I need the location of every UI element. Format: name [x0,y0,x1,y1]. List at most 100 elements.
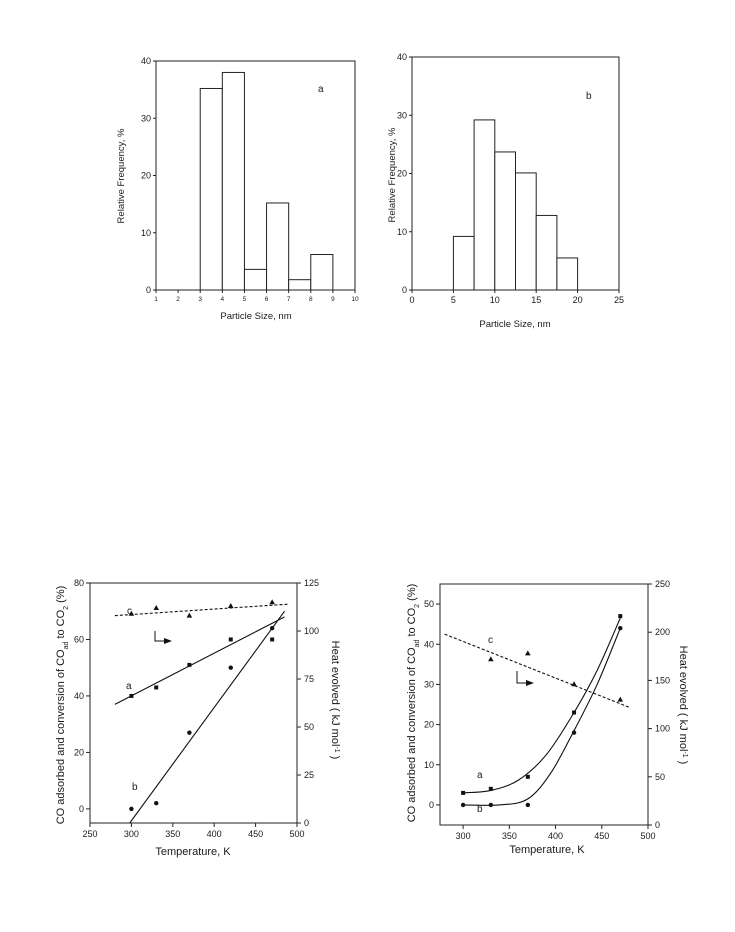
bar-b-0 [452,235,475,291]
y-axis-label-left-d: CO adsorbed and conversion of COad to CO… [406,584,421,823]
y-left-tick-label-d-0: 0 [429,800,434,810]
x-tick-label-a-10: 10 [351,296,359,303]
x-tick-label-d-300: 300 [456,831,471,841]
temperature-chart-right: Temperature, K CO adsorbed and conversio… [406,579,689,856]
series-label-c-b: b [132,782,138,793]
point-c-b-4 [269,625,275,631]
x-tick-label-c-500: 500 [289,829,304,839]
x-tick-label-a-8: 8 [309,296,313,303]
point-d-a-0 [461,790,466,795]
x-axis-label-b: Particle Size, nm [479,319,550,330]
x-tick-label-d-500: 500 [640,831,655,841]
point-d-b-0 [460,802,466,808]
point-c-b-3 [228,665,233,670]
point-c-c-1 [153,604,160,610]
x-tick-label-a-3: 3 [198,296,202,303]
temperature-chart-left: Temperature, K CO adsorbed and conversio… [55,578,341,858]
point-d-b-1 [488,802,494,808]
y-axis-label-right-d: Heat evolved ( kJ mol-1 ) [677,646,689,765]
point-d-b-3 [571,730,577,735]
point-d-a-1 [488,786,493,791]
y-right-tick-label-c-100: 100 [304,626,319,636]
y-left-tick-label-c-40: 40 [74,691,84,701]
point-c-b-0 [129,806,134,812]
y-tick-label-b-10: 10 [397,227,407,237]
y-axis-label-b: Relative Frequency, % [387,127,398,222]
point-c-a-2 [187,662,192,667]
fit-line-d-c [444,633,630,708]
y-left-tick-label-d-10: 10 [424,760,434,770]
point-c-a-3 [228,637,233,642]
y-right-tick-label-c-75: 75 [304,674,314,684]
panel-label-a: a [318,84,324,95]
x-tick-label-c-250: 250 [82,829,97,839]
series-label-d-c: c [488,635,493,646]
y-left-tick-label-c-80: 80 [74,578,84,588]
x-tick-label-b-5: 5 [451,295,456,305]
x-tick-label-a-7: 7 [287,296,291,303]
y-right-tick-label-c-25: 25 [304,770,314,780]
point-c-a-4 [270,637,275,642]
series-label-c-a: a [126,681,132,692]
x-tick-label-c-450: 450 [248,829,263,839]
x-tick-label-a-1: 1 [154,296,158,303]
y-tick-label-b-40: 40 [397,52,407,62]
y-tick-label-a-10: 10 [141,228,151,238]
x-axis-label-a: Particle Size, nm [220,311,291,322]
x-tick-label-c-300: 300 [124,829,139,839]
y-tick-label-a-20: 20 [141,171,151,181]
point-d-b-4 [618,625,623,631]
y-right-tick-label-d-0: 0 [655,820,660,830]
point-d-a-3 [572,710,577,715]
histogram-a: Relative Frequency, % Particle Size, nm … [116,56,359,322]
x-tick-label-d-350: 350 [502,831,517,841]
y-tick-label-b-0: 0 [402,285,407,295]
y-right-tick-label-d-100: 100 [655,724,670,734]
x-tick-label-c-350: 350 [165,829,180,839]
x-tick-label-a-2: 2 [176,296,180,303]
x-tick-label-a-4: 4 [221,296,225,303]
bar-b-1 [473,119,496,291]
y-axis-label-right-c: Heat evolved ( kJ mol-1 ) [329,641,341,760]
fit-line-d-b [463,627,621,806]
fit-line-c-a [114,616,285,705]
bar-a-2 [243,268,268,291]
point-d-b-2 [525,802,531,808]
x-tick-label-b-20: 20 [573,295,583,305]
y-left-tick-label-c-60: 60 [74,634,84,644]
point-c-c-3 [227,603,234,609]
point-c-b-2 [187,730,192,735]
x-tick-label-b-25: 25 [614,295,624,305]
bar-a-5 [310,254,334,291]
y-left-tick-label-d-20: 20 [424,720,434,730]
y-right-tick-label-c-125: 125 [304,578,319,588]
arrow-indicator-c [154,631,172,644]
y-left-tick-label-d-30: 30 [424,679,434,689]
y-axis-label-left-c: CO adsorbed and conversion of COad to CO… [55,586,70,825]
bar-b-2 [494,151,516,291]
y-axis-label-a: Relative Frequency, % [116,128,127,223]
y-right-tick-label-c-50: 50 [304,722,314,732]
point-d-c-2 [571,681,577,687]
x-tick-label-b-0: 0 [409,295,414,305]
bar-b-4 [535,214,558,291]
x-tick-label-c-400: 400 [207,829,222,839]
fit-line-c-b [129,610,286,823]
series-label-d-a: a [477,770,483,781]
point-d-c-3 [617,696,624,702]
point-d-c-0 [488,656,494,662]
y-right-tick-label-d-200: 200 [655,627,670,637]
y-tick-label-a-30: 30 [141,113,151,123]
plot-frame-d [439,583,649,826]
bar-a-1 [221,71,245,291]
panel-label-b: b [586,91,592,102]
y-left-tick-label-d-40: 40 [424,639,434,649]
x-tick-label-a-6: 6 [265,296,269,303]
x-tick-label-d-450: 450 [594,831,609,841]
x-tick-label-b-15: 15 [531,295,541,305]
x-tick-label-a-9: 9 [331,296,335,303]
point-c-c-4 [269,599,275,605]
point-c-c-2 [186,612,193,618]
point-c-a-1 [154,685,159,690]
